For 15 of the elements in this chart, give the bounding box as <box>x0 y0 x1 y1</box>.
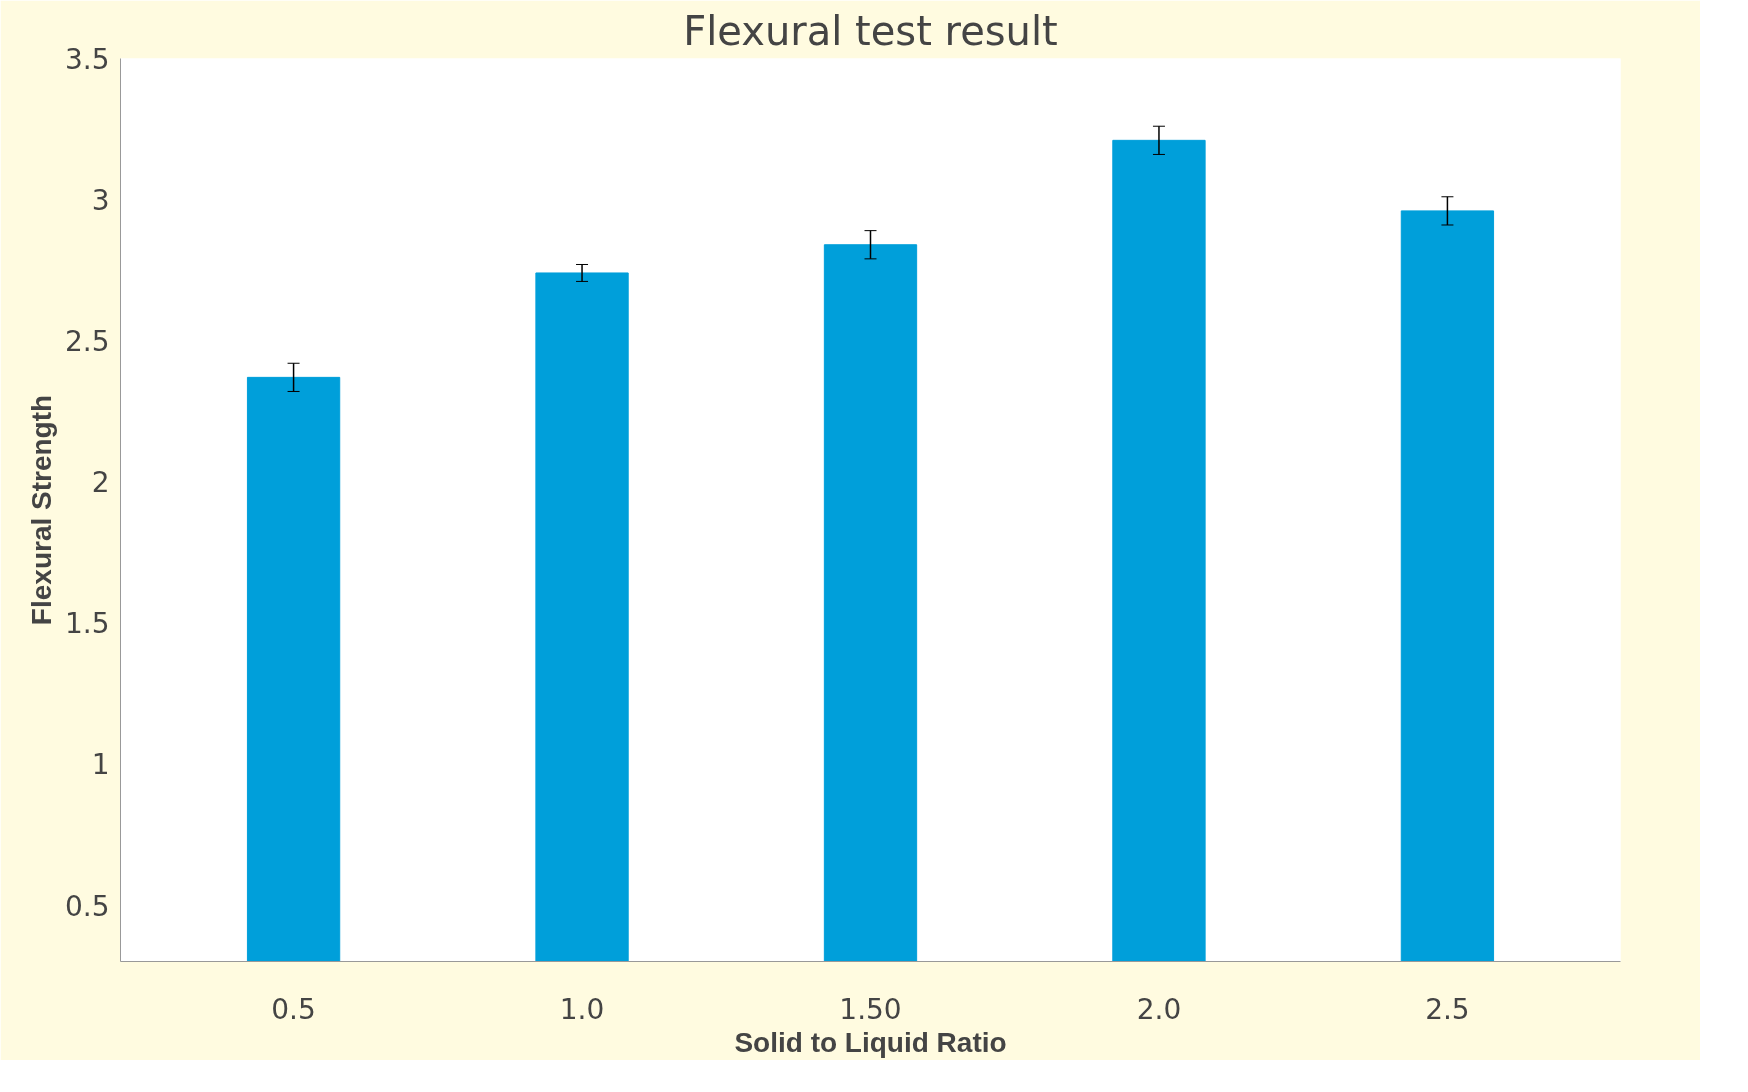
x-tick-label: 0.5 <box>271 992 316 1026</box>
y-tick-label: 3.5 <box>64 43 110 76</box>
x-tick-label: 2.5 <box>1425 992 1470 1026</box>
y-tick-label: 2.5 <box>64 325 110 359</box>
y-tick-label: 0.5 <box>64 889 110 923</box>
x-axis-title: Solid to Liquid Ratio <box>734 1026 1007 1058</box>
y-tick-label: 3 <box>91 184 110 218</box>
x-tick-label: 1.0 <box>559 992 605 1026</box>
x-tick-label: 2.0 <box>1136 992 1182 1026</box>
x-tick-label: 1.50 <box>839 992 902 1026</box>
y-tick-label: 1 <box>91 748 110 782</box>
y-axis-title: Flexural Strength <box>25 394 57 626</box>
chart-title: Flexural test result <box>683 7 1058 54</box>
y-tick-label: 1.5 <box>64 607 110 641</box>
y-tick-label: 2 <box>91 466 110 500</box>
